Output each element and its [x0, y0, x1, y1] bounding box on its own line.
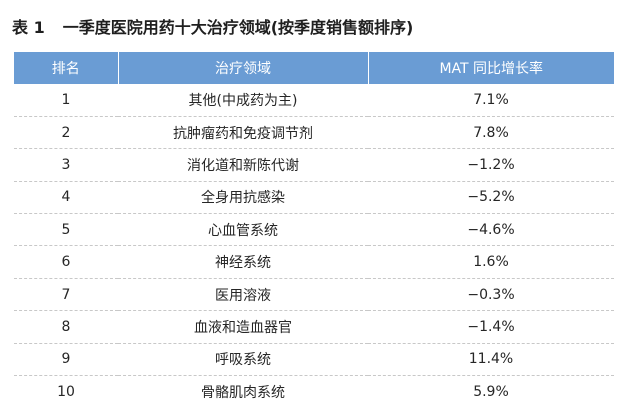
cell-therapeutic-area: 神经系统 [215, 255, 271, 272]
cell-mat-growth: −4.6% [467, 221, 515, 238]
table-row: 2 抗肿瘤药和免疫调节剂 7.8% [14, 116, 614, 149]
cell-rank: 6 [61, 254, 71, 271]
header-mat-growth: MAT 同比增长率 [367, 52, 614, 84]
cell-rank: 3 [61, 156, 71, 173]
cell-therapeutic-area: 全身用抗感染 [201, 190, 285, 207]
table-row: 7 医用溶液 −0.3% [14, 278, 614, 311]
cell-rank: 7 [61, 286, 71, 303]
cell-therapeutic-area: 抗肿瘤药和免疫调节剂 [173, 125, 313, 142]
cell-therapeutic-area: 心血管系统 [208, 222, 278, 239]
table-title: 一季度医院用药十大治疗领域(按季度销售额排序) [62, 18, 414, 37]
cell-mat-growth: 1.6% [473, 254, 509, 271]
cell-mat-growth: −5.2% [467, 189, 515, 206]
cell-therapeutic-area: 呼吸系统 [215, 352, 271, 369]
cell-therapeutic-area: 消化道和新陈代谢 [187, 157, 299, 174]
cell-mat-growth: −1.2% [467, 156, 515, 173]
cell-mat-growth: 11.4% [468, 351, 514, 368]
cell-rank: 8 [61, 318, 71, 335]
table-header-row: 排名 治疗领域 MAT 同比增长率 [14, 52, 614, 84]
header-rank: 排名 [51, 61, 80, 77]
header-therapeutic-area: 治疗领域 [117, 52, 368, 84]
table-row: 8 血液和造血器官 −1.4% [14, 311, 614, 344]
cell-rank: 5 [61, 221, 71, 238]
table-row: 3 消化道和新陈代谢 −1.2% [14, 149, 614, 182]
cell-rank: 1 [61, 91, 71, 108]
cell-mat-growth: −1.4% [467, 318, 515, 335]
table-caption: 表 1 一季度医院用药十大治疗领域(按季度销售额排序) [12, 14, 413, 38]
therapeutic-area-table: 排名 治疗领域 MAT 同比增长率 1 其他(中成药为主) 7.1% 2 抗肿瘤… [14, 52, 614, 408]
cell-rank: 4 [61, 189, 71, 206]
cell-mat-growth: 7.1% [473, 91, 509, 108]
cell-rank: 2 [61, 124, 71, 141]
cell-mat-growth: 7.8% [473, 124, 509, 141]
cell-therapeutic-area: 其他(中成药为主) [188, 92, 298, 109]
cell-mat-growth: −0.3% [467, 286, 515, 303]
cell-therapeutic-area: 骨骼肌肉系统 [201, 384, 285, 401]
table-row: 4 全身用抗感染 −5.2% [14, 181, 614, 214]
cell-rank: 9 [61, 351, 71, 368]
table-row: 5 心血管系统 −4.6% [14, 214, 614, 246]
table-row: 1 其他(中成药为主) 7.1% [14, 84, 614, 117]
table-row: 6 神经系统 1.6% [14, 246, 614, 279]
cell-therapeutic-area: 医用溶液 [215, 287, 271, 304]
cell-mat-growth: 5.9% [473, 383, 509, 400]
table-number: 表 1 [12, 18, 45, 37]
cell-therapeutic-area: 血液和造血器官 [194, 319, 292, 336]
table-row: 10 骨骼肌肉系统 5.9% [14, 376, 614, 408]
table-row: 9 呼吸系统 11.4% [14, 343, 614, 376]
cell-rank: 10 [57, 383, 75, 400]
